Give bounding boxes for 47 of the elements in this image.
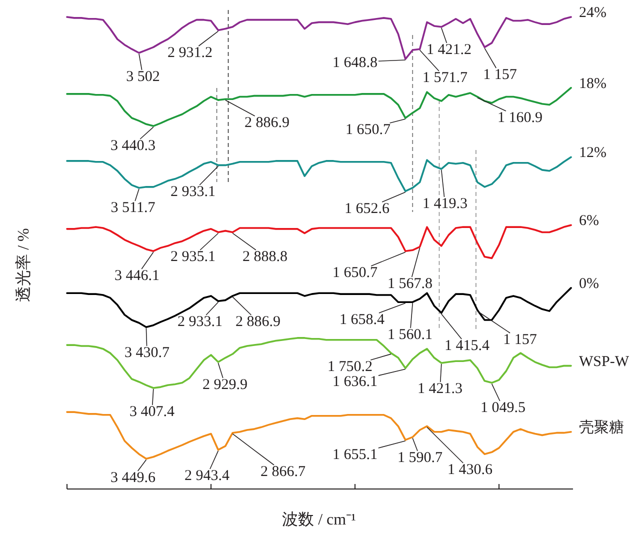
annotation: 1 590.7 [398,450,443,466]
annotation: 1 049.5 [480,400,526,416]
annotation: 1 415.4 [444,338,490,354]
series-label: 壳聚糖 [579,418,624,436]
annotation: 1 648.8 [332,55,378,71]
annotation: 2 935.1 [170,249,216,265]
annotation: 1 567.8 [388,276,432,292]
annotation: 3 449.6 [110,470,156,486]
annotation: 2 886.9 [244,115,290,131]
annotation: 2 931.2 [168,45,212,61]
annotation: 1 157 [483,67,518,83]
annotation: 1 421.3 [418,381,462,397]
annotation: 1 419.3 [422,196,468,212]
annotation: 3 446.1 [114,268,160,284]
annotation: 1 421.2 [426,42,472,58]
series-label: 24% [579,5,606,21]
annotation: 2 933.1 [178,314,222,330]
series-label: WSP-W [579,354,630,370]
annotation: 2 866.7 [260,464,306,480]
annotation: 3 511.7 [110,200,156,216]
annotation: 2 929.9 [202,377,248,393]
annotation: 2 943.4 [184,468,230,484]
annotation: 1 650.7 [346,122,391,138]
annotation: 1 658.4 [340,312,385,328]
annotation: 1 560.1 [388,327,432,343]
x-axis-title: 波数 / cm⁻¹ [282,510,356,528]
series-label: 18% [579,76,606,92]
annotation: 1 571.7 [422,70,468,86]
annotation: 3 502 [126,69,160,85]
annotation: 1 636.1 [332,374,378,390]
annotation: 1 430.6 [448,462,493,478]
series-label: 12% [579,145,606,162]
annotation: 3 407.4 [130,404,175,420]
annotation: 1 650.7 [332,265,378,281]
annotation: 3 440.3 [110,138,156,154]
annotation: 1 655.1 [332,447,378,463]
series-label: 6% [579,213,599,230]
annotation: 1 652.6 [344,201,390,217]
annotation: 2 888.8 [242,249,288,265]
annotation: 2 886.9 [236,314,280,330]
annotation: 1 157 [503,332,538,348]
series-label: 0% [579,276,599,292]
annotation: 1 160.9 [498,110,542,126]
annotation: 3 430.7 [124,345,170,361]
annotation: 2 933.1 [170,184,216,200]
annotation: 1 750.2 [328,359,372,375]
y-axis-title: 透光率 / % [14,228,32,302]
